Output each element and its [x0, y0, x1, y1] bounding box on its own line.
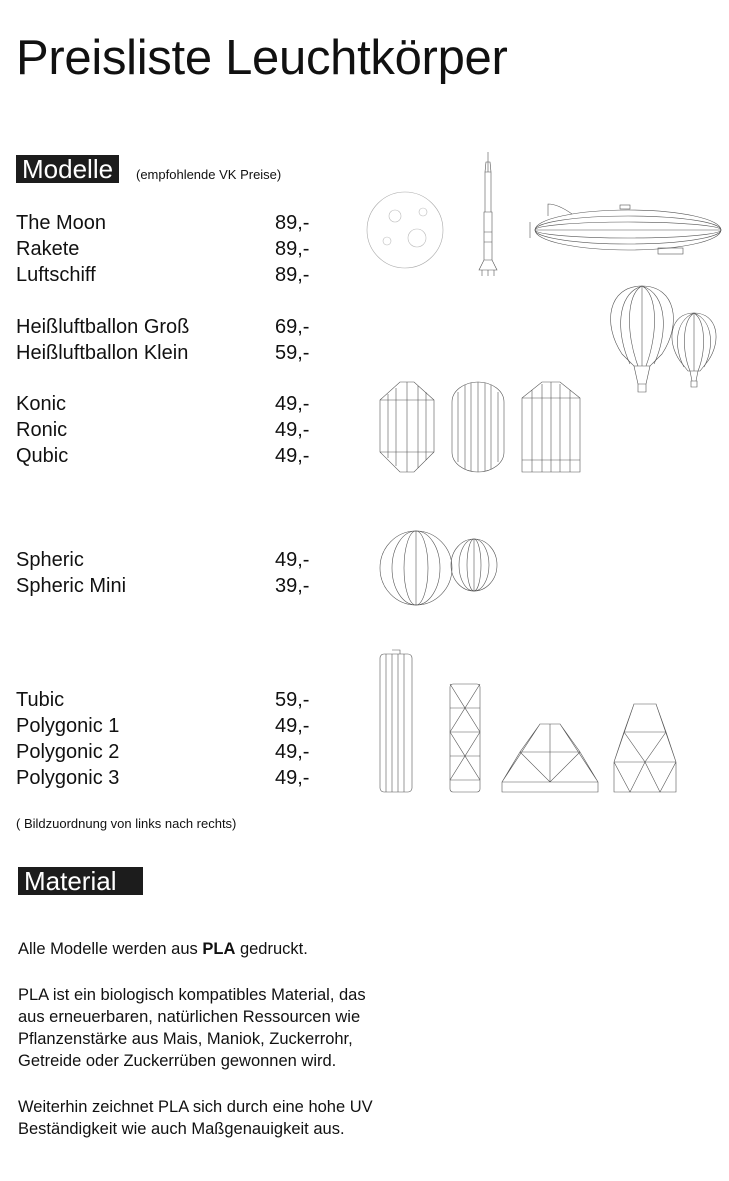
- ronic-lamp-image: [451, 381, 505, 473]
- spheric-mini-lamp-image: [450, 538, 498, 592]
- model-name: Heißluftballon Klein: [16, 342, 189, 364]
- text: Alle Modelle werden aus: [18, 940, 203, 958]
- model-name: Qubic: [16, 445, 69, 467]
- model-name: Spheric: [16, 549, 84, 571]
- model-name: Polygonic 2: [16, 741, 120, 763]
- model-price: 49,-: [275, 767, 310, 789]
- text-line: Weiterhin zeichnet PLA sich durch eine h…: [18, 1098, 373, 1116]
- pla-bold: PLA: [202, 940, 236, 958]
- model-price: 49,-: [275, 445, 310, 467]
- model-price: 49,-: [275, 419, 310, 441]
- text-line: Pflanzenstärke aus Mais, Maniok, Zuckerr…: [18, 1030, 353, 1048]
- model-name: Tubic: [16, 689, 65, 711]
- image-caption: ( Bildzuordnung von links nach rechts): [16, 816, 237, 831]
- spheric-lamp-image: [379, 530, 453, 606]
- konic-lamp-image: [379, 381, 435, 473]
- hot-air-balloon-large-image: [610, 285, 674, 393]
- model-price: 59,-: [275, 342, 310, 364]
- models-section-label: Modelle: [16, 155, 120, 183]
- rocket-image: [478, 152, 498, 276]
- model-price: 49,-: [275, 549, 310, 571]
- material-paragraph-2: PLA ist ein biologisch kompatibles Mater…: [18, 984, 438, 1072]
- polygonic-2-lamp-image: [501, 723, 599, 793]
- model-price: 49,-: [275, 393, 310, 415]
- polygonic-3-lamp-image: [613, 703, 677, 793]
- text-line: Getreide oder Zuckerrüben gewonnen wird.: [18, 1052, 337, 1070]
- material-paragraph-3: Weiterhin zeichnet PLA sich durch eine h…: [18, 1096, 438, 1140]
- model-price: 89,-: [275, 264, 310, 286]
- model-name: Heißluftballon Groß: [16, 316, 190, 338]
- model-price: 69,-: [275, 316, 310, 338]
- model-name: Polygonic 3: [16, 767, 120, 789]
- model-name: Spheric Mini: [16, 575, 127, 597]
- model-price: 89,-: [275, 212, 310, 234]
- model-name: Polygonic 1: [16, 715, 120, 737]
- material-paragraph-1: Alle Modelle werden aus PLA gedruckt.: [18, 938, 438, 960]
- model-name: The Moon: [16, 212, 107, 234]
- model-price: 39,-: [275, 575, 310, 597]
- price-note: (empfohlende VK Preise): [136, 167, 282, 182]
- model-name: Luftschiff: [16, 264, 96, 286]
- page-title: Preisliste Leuchtkörper: [16, 31, 508, 85]
- model-name: Ronic: [16, 419, 68, 441]
- airship-image: [529, 203, 722, 255]
- model-name: Rakete: [16, 238, 80, 260]
- qubic-lamp-image: [521, 381, 581, 473]
- moon-image: [366, 191, 444, 269]
- material-section-label: Material: [18, 867, 143, 895]
- model-price: 49,-: [275, 741, 310, 763]
- model-price: 59,-: [275, 689, 310, 711]
- tubic-lamp-image: [379, 649, 413, 793]
- text: gedruckt.: [235, 940, 308, 958]
- text-line: Beständigkeit wie auch Maßgenauigkeit au…: [18, 1120, 345, 1138]
- polygonic-1-lamp-image: [449, 683, 481, 793]
- text-line: PLA ist ein biologisch kompatibles Mater…: [18, 986, 366, 1004]
- model-name: Konic: [16, 393, 67, 415]
- model-price: 89,-: [275, 238, 310, 260]
- model-price: 49,-: [275, 715, 310, 737]
- hot-air-balloon-small-image: [671, 312, 717, 388]
- text-line: aus erneuerbaren, natürlichen Ressourcen…: [18, 1008, 361, 1026]
